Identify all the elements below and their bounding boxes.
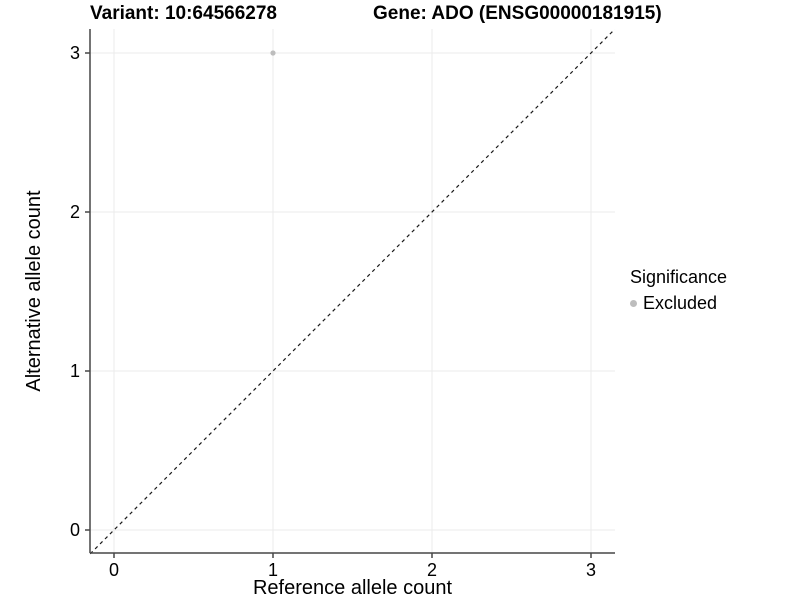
excluded-point-icon xyxy=(630,300,637,307)
data-point xyxy=(270,50,276,56)
plot-title-variant: Variant: 10:64566278 xyxy=(90,3,277,24)
y-axis-title: Alternative allele count xyxy=(23,190,45,392)
legend-entry-excluded: Excluded xyxy=(630,293,727,314)
x-tick-label: 3 xyxy=(586,560,596,580)
legend: Significance Excluded xyxy=(630,267,727,314)
y-tick-label: 1 xyxy=(70,361,80,381)
plot-title-gene: Gene: ADO (ENSG00000181915) xyxy=(373,3,662,24)
y-tick-label: 2 xyxy=(70,202,80,222)
y-tick-label: 3 xyxy=(70,43,80,63)
identity-dashed-line xyxy=(89,28,616,555)
legend-entry-label: Excluded xyxy=(643,293,718,313)
x-tick-label: 1 xyxy=(268,560,278,580)
y-tick-label: 0 xyxy=(70,520,80,540)
x-tick-label: 0 xyxy=(109,560,119,580)
x-tick-label: 2 xyxy=(427,560,437,580)
x-axis-title: Reference allele count xyxy=(252,577,452,599)
legend-title: Significance xyxy=(630,267,728,287)
